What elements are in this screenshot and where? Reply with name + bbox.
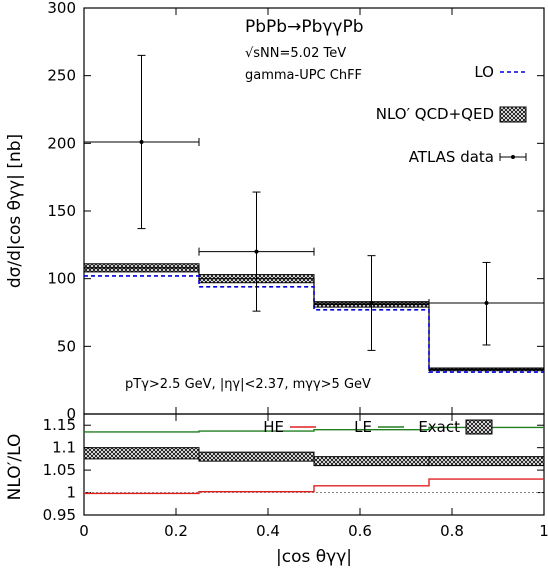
x-tick-label: 0.8 — [440, 522, 464, 540]
main-y-tick-label: 300 — [47, 0, 76, 17]
main-y-tick-label: 250 — [47, 67, 76, 85]
exact-band-bin — [428, 456, 545, 467]
atlas-data-points — [83, 54, 545, 351]
legend-swatch-exact — [465, 419, 493, 435]
nlo-band-main — [83, 263, 545, 372]
x-tick-label: 0 — [79, 522, 89, 540]
x-axis-title: |cos θγγ| — [276, 547, 352, 567]
main-y-ticks: 0 50 100 150 200 250 300 — [47, 0, 545, 423]
x-tick-label: 0.4 — [256, 522, 280, 540]
generator-annotation: gamma-UPC ChFF — [245, 68, 362, 83]
main-y-tick-label: 0 — [66, 405, 76, 423]
ratio-y-ticks: 0.95 1 1.05 1.1 1.15 — [43, 416, 544, 524]
exact-band-bin — [198, 451, 315, 462]
legend-label-lo: LO — [474, 63, 494, 81]
ratio-x-ticks: 0 0.2 0.4 0.6 0.8 1 — [79, 414, 548, 540]
x-tick-label: 0.6 — [348, 522, 372, 540]
x-tick-label: 0.2 — [164, 522, 188, 540]
lo-step-line — [84, 275, 544, 373]
exact-band-bin — [83, 447, 200, 460]
data-point — [254, 249, 259, 254]
energy-annotation: √sNN=5.02 TeV — [245, 46, 346, 61]
data-point — [139, 139, 144, 144]
lo-line-main — [84, 275, 544, 373]
cuts-annotation: pTγ>2.5 GeV, |ηγ|<2.37, mγγ>5 GeV — [125, 377, 371, 392]
legend-label-le: LE — [354, 418, 372, 436]
le-step-line — [84, 426, 544, 433]
ratio-y-tick-label: 0.95 — [43, 506, 76, 524]
ratio-legend: HE LE Exact — [263, 418, 493, 436]
main-legend: LO NLO′ QCD+QED ATLAS data — [376, 63, 527, 166]
legend-label-atlas: ATLAS data — [409, 148, 494, 166]
x-tick-label: 1 — [539, 522, 548, 540]
main-y-tick-label: 50 — [57, 337, 76, 355]
ratio-y-axis-title: NLO′/LO — [5, 434, 25, 501]
main-y-axis-title: dσ/d|cos θγγ| [nb] — [5, 134, 25, 288]
main-y-tick-label: 150 — [47, 202, 76, 220]
legend-swatch-atlas — [499, 153, 527, 161]
ratio-y-tick-label: 1.1 — [52, 439, 76, 457]
process-annotation: PbPb→PbγγPb — [245, 17, 364, 37]
ratio-y-tick-label: 1.15 — [43, 416, 76, 434]
legend-label-nlo: NLO′ QCD+QED — [376, 105, 494, 123]
legend-swatch-nlo — [499, 106, 527, 123]
he-step-line — [84, 478, 544, 495]
ratio-y-tick-label: 1 — [66, 484, 76, 502]
legend-label-exact: Exact — [418, 418, 460, 436]
ratio-series — [83, 426, 545, 495]
data-point — [369, 301, 374, 306]
main-y-tick-label: 100 — [47, 270, 76, 288]
ratio-y-tick-label: 1.05 — [43, 461, 76, 479]
main-y-tick-label: 200 — [47, 134, 76, 152]
nlo-central-line — [84, 267, 544, 370]
data-point — [484, 301, 489, 306]
exact-band-bin — [313, 456, 430, 467]
legend-label-he: HE — [263, 418, 284, 436]
